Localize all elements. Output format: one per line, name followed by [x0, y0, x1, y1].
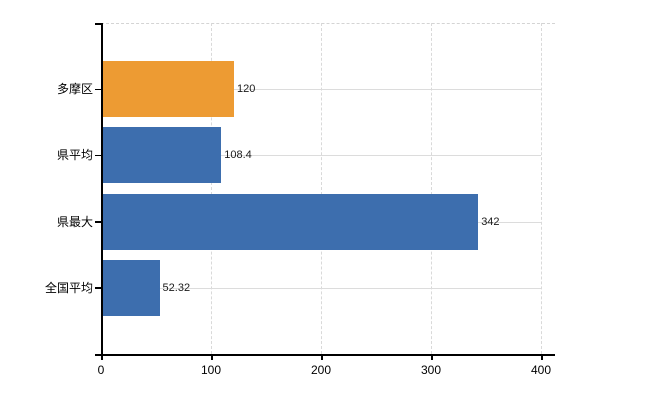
bar-value-label: 120: [237, 83, 256, 96]
vertical-gridline: [541, 23, 542, 354]
x-axis-tick: [541, 355, 543, 360]
x-axis-tick-label: 200: [310, 363, 332, 377]
x-axis-tick: [101, 355, 103, 360]
vertical-gridline: [431, 23, 432, 354]
bar-value-label: 342: [481, 215, 500, 228]
bar-value-label: 108.4: [224, 149, 252, 162]
category-label-全国平均: 全国平均: [44, 280, 93, 295]
horizontal-gridline: [101, 89, 541, 91]
y-axis-tick: [95, 88, 101, 91]
x-axis-tick: [211, 355, 213, 360]
horizontal-gridline: [101, 287, 541, 289]
x-axis-line: [95, 354, 555, 356]
bar-県平均: [102, 127, 222, 184]
x-axis-tick: [431, 355, 433, 360]
category-label-県最大: 県最大: [56, 214, 93, 229]
y-axis-top-tick: [95, 23, 101, 25]
x-axis-tick-label: 100: [200, 363, 222, 377]
vertical-gridline: [321, 23, 322, 354]
horizontal-gridline: [101, 155, 541, 157]
bar-全国平均: [102, 259, 160, 316]
vertical-gridline: [211, 23, 212, 354]
bar-多摩区: [102, 61, 234, 118]
category-label-県平均: 県平均: [56, 148, 93, 163]
x-axis-tick-label: 300: [420, 363, 442, 377]
y-axis-tick: [95, 154, 101, 157]
bar-県最大: [102, 193, 479, 250]
x-axis-tick-label: 0: [97, 363, 105, 377]
x-axis-tick: [321, 355, 323, 360]
y-axis-tick: [95, 221, 101, 223]
category-label-多摩区: 多摩区: [56, 82, 93, 97]
x-axis-tick-label: 400: [530, 363, 552, 377]
bar-value-label: 52.32: [162, 281, 191, 294]
y-axis-line: [101, 23, 103, 360]
plot-top-border: [101, 23, 555, 24]
y-axis-tick: [95, 287, 101, 289]
